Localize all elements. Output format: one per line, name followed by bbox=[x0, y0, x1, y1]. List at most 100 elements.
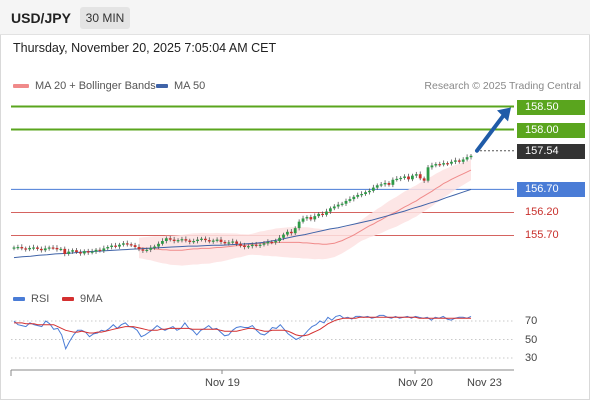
candle-body bbox=[192, 241, 196, 243]
legend-rsi-swatch bbox=[13, 297, 25, 301]
legend-rsi-label: RSI bbox=[31, 293, 50, 305]
candle-body bbox=[297, 221, 301, 229]
candle-body bbox=[239, 243, 242, 246]
candle-body bbox=[457, 160, 461, 162]
candle-body bbox=[86, 251, 90, 253]
candle-body bbox=[293, 228, 297, 234]
candle-body bbox=[278, 237, 282, 242]
candle-body bbox=[223, 241, 227, 244]
candle-body bbox=[313, 216, 317, 220]
candle-body bbox=[24, 248, 28, 250]
candle-body bbox=[446, 163, 449, 165]
candle-body bbox=[203, 238, 207, 241]
candle-body bbox=[371, 187, 375, 191]
candle-body bbox=[360, 194, 364, 196]
legend-ma20-label: MA 20 + Bollinger Bands bbox=[35, 80, 156, 92]
candle-body bbox=[317, 213, 321, 217]
rsi-ma-line bbox=[14, 316, 471, 337]
candle-body bbox=[348, 199, 352, 201]
forecast-arrow-head bbox=[497, 107, 511, 122]
candle-body bbox=[387, 182, 391, 185]
candle-body bbox=[258, 244, 262, 246]
candle-body bbox=[172, 239, 176, 242]
candle-body bbox=[383, 182, 387, 185]
candle-body bbox=[90, 251, 94, 253]
candle-body bbox=[176, 240, 180, 242]
candle-body bbox=[254, 244, 258, 246]
candle-body bbox=[262, 243, 266, 245]
candle-body bbox=[71, 250, 74, 252]
legend-ma50-swatch bbox=[156, 84, 168, 88]
candle-body bbox=[59, 248, 63, 251]
candle-body bbox=[301, 218, 305, 222]
candle-body bbox=[430, 165, 434, 168]
candle-body bbox=[403, 176, 406, 178]
candle-body bbox=[270, 241, 274, 244]
candle-body bbox=[114, 245, 117, 247]
candle-body bbox=[75, 250, 78, 253]
candle-body bbox=[168, 238, 172, 240]
candle-body bbox=[407, 176, 410, 180]
candle-body bbox=[266, 241, 270, 244]
candle-body bbox=[36, 247, 39, 249]
candle-body bbox=[79, 252, 82, 254]
x-tick-nov23: Nov 23 bbox=[467, 377, 502, 389]
candle-body bbox=[391, 179, 395, 185]
candle-body bbox=[145, 249, 149, 251]
level-label-158-00: 158.00 bbox=[517, 123, 585, 138]
candle-body bbox=[289, 231, 293, 234]
candle-body bbox=[51, 247, 55, 249]
candle-body bbox=[411, 175, 414, 180]
ma20-line bbox=[139, 169, 472, 251]
candle-body bbox=[465, 157, 469, 160]
x-tick-nov20: Nov 20 bbox=[398, 377, 433, 389]
level-label-156-20: 156.20 bbox=[525, 206, 559, 218]
candle-body bbox=[82, 251, 86, 254]
candle-body bbox=[196, 239, 199, 242]
candle-body bbox=[453, 160, 457, 162]
level-label-155-70: 155.70 bbox=[525, 229, 559, 241]
legend-9ma: 9MA bbox=[62, 293, 103, 305]
candle-body bbox=[20, 247, 24, 249]
candle-body bbox=[219, 239, 223, 242]
legend-9ma-swatch bbox=[62, 297, 74, 301]
candle-body bbox=[161, 241, 164, 244]
candle-body bbox=[211, 240, 215, 242]
candle-body bbox=[286, 231, 289, 235]
rsi-line bbox=[13, 314, 472, 351]
candle-body bbox=[332, 206, 336, 209]
candle-body bbox=[47, 247, 51, 249]
candle-body bbox=[235, 241, 239, 244]
candle-body bbox=[364, 192, 367, 195]
candle-body bbox=[32, 247, 35, 249]
legend-9ma-label: 9MA bbox=[80, 293, 103, 305]
level-label-156-70: 156.70 bbox=[517, 182, 585, 197]
candle-body bbox=[368, 190, 371, 193]
ma50-line bbox=[13, 188, 472, 259]
candle-body bbox=[43, 248, 47, 251]
symbol-title: USD/JPY bbox=[11, 10, 71, 26]
candle-body bbox=[215, 239, 219, 241]
candle-body bbox=[422, 178, 426, 181]
candle-body bbox=[121, 243, 125, 245]
candle-body bbox=[118, 244, 121, 247]
candle-body bbox=[414, 174, 418, 176]
candle-body bbox=[438, 164, 442, 166]
candle-body bbox=[426, 167, 430, 181]
header-bar: USD/JPY 30 MIN bbox=[0, 0, 590, 35]
candle-body bbox=[180, 239, 184, 241]
candle-body bbox=[321, 213, 324, 216]
candle-body bbox=[129, 244, 133, 246]
candle-body bbox=[16, 247, 20, 249]
candle-body bbox=[125, 243, 129, 245]
candle-body bbox=[98, 249, 102, 251]
legend-rsi: RSI bbox=[13, 293, 49, 305]
candle-body bbox=[94, 249, 98, 252]
level-label-157-54: 157.54 bbox=[517, 144, 585, 159]
candle-body bbox=[157, 243, 160, 247]
timeframe-badge[interactable]: 30 MIN bbox=[80, 7, 130, 29]
candle-body bbox=[231, 241, 235, 243]
candle-body bbox=[356, 194, 360, 197]
candle-body bbox=[469, 155, 473, 158]
candle-body bbox=[141, 249, 145, 251]
